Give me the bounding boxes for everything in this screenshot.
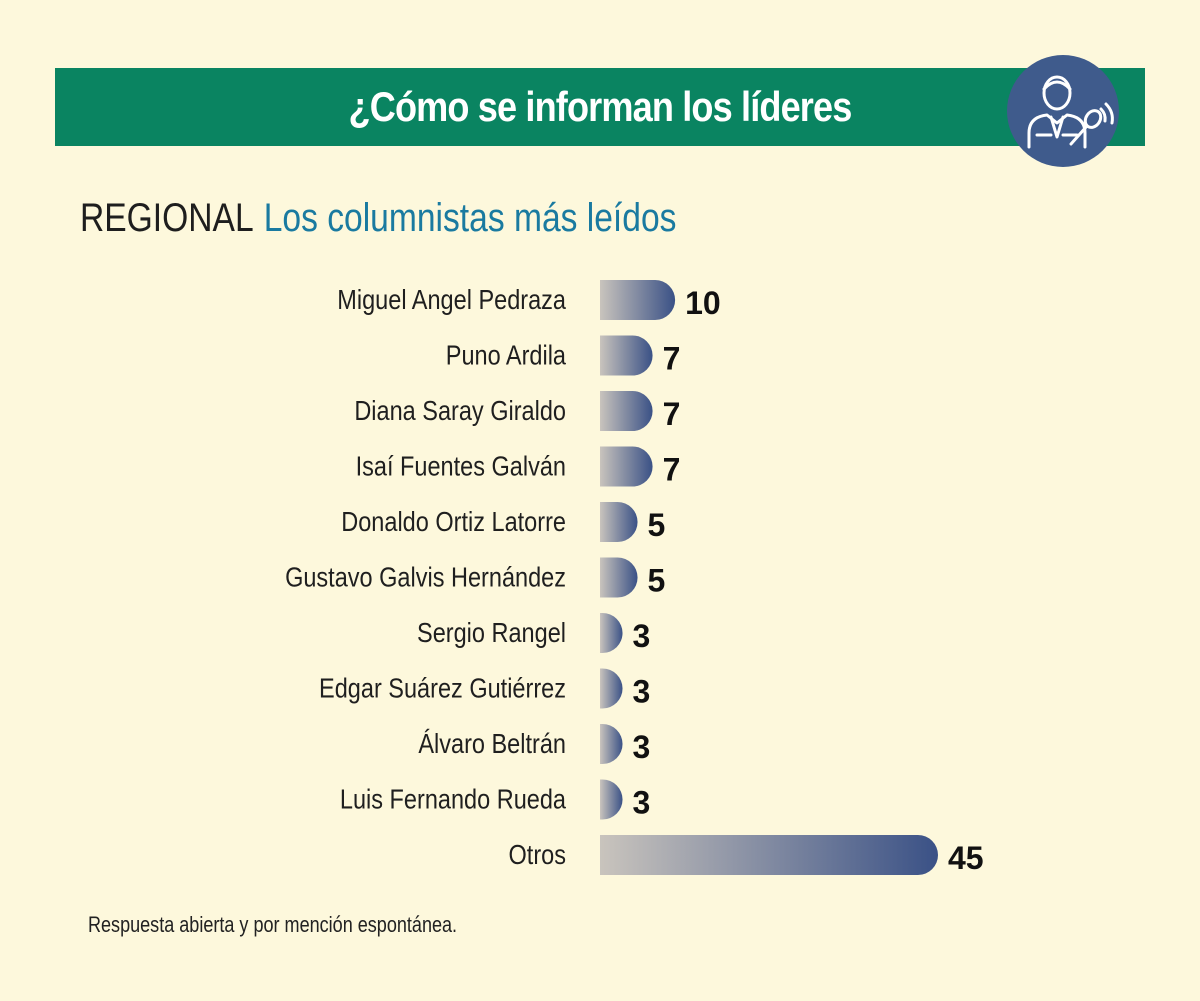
value-label: 7 bbox=[663, 341, 681, 377]
value-label: 7 bbox=[663, 396, 681, 432]
category-label: Sergio Rangel bbox=[417, 618, 566, 648]
category-label: Isaí Fuentes Galván bbox=[356, 452, 566, 482]
title-banner: ¿Cómo se informan los líderes bbox=[55, 68, 1145, 146]
bar bbox=[600, 835, 938, 875]
chart-subtitle: REGIONAL Los columnistas más leídos bbox=[80, 190, 676, 246]
category-label: Otros bbox=[509, 840, 566, 870]
bar bbox=[600, 335, 653, 376]
bar bbox=[600, 724, 623, 764]
category-label: Álvaro Beltrán bbox=[418, 728, 566, 759]
chart-title: Los columnistas más leídos bbox=[263, 196, 677, 240]
category-label: Gustavo Galvis Hernández bbox=[285, 563, 566, 593]
leader-microphone-icon bbox=[1007, 55, 1119, 167]
page-title: ¿Cómo se informan los líderes bbox=[348, 83, 853, 130]
footnote: Respuesta abierta y por mención espontán… bbox=[88, 912, 458, 937]
category-label: Donaldo Ortiz Latorre bbox=[341, 507, 566, 537]
value-label: 10 bbox=[685, 285, 721, 321]
category-label: Edgar Suárez Gutiérrez bbox=[319, 674, 566, 704]
bar bbox=[600, 446, 653, 487]
bar bbox=[600, 779, 623, 820]
category-label: Diana Saray Giraldo bbox=[354, 396, 566, 426]
value-label: 3 bbox=[633, 674, 651, 710]
value-label: 45 bbox=[948, 840, 984, 876]
category-label: Miguel Angel Pedraza bbox=[337, 285, 566, 315]
value-label: 5 bbox=[648, 507, 666, 543]
bar bbox=[600, 391, 653, 431]
category-label: Puno Ardila bbox=[446, 341, 567, 371]
value-label: 7 bbox=[663, 452, 681, 488]
value-label: 3 bbox=[633, 729, 651, 765]
category-label: Luis Fernando Rueda bbox=[340, 785, 567, 815]
bar bbox=[600, 613, 623, 653]
bar bbox=[600, 280, 676, 320]
bar bbox=[600, 668, 623, 709]
region-label: REGIONAL bbox=[80, 196, 254, 240]
bar bbox=[600, 502, 638, 542]
value-label: 5 bbox=[648, 563, 666, 599]
bar bbox=[600, 557, 638, 598]
value-label: 3 bbox=[633, 618, 651, 654]
value-label: 3 bbox=[633, 785, 651, 821]
